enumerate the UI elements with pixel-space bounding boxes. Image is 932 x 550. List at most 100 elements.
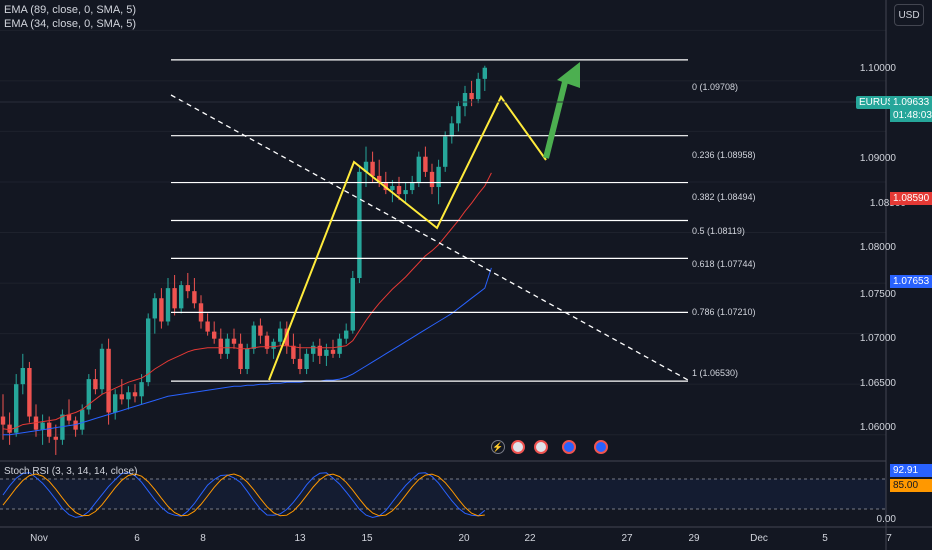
eu-flag-event-icon[interactable]: [594, 440, 608, 454]
candle-body: [443, 136, 448, 167]
candle-body: [53, 436, 58, 440]
candle-body: [456, 106, 461, 124]
candle-body: [40, 422, 45, 430]
candle-body: [20, 368, 25, 385]
candle-body: [238, 343, 243, 370]
candle-body: [350, 278, 355, 331]
candle-body: [139, 382, 144, 397]
candle-body: [60, 414, 65, 440]
price-label: 1.10000: [859, 63, 896, 74]
time-label: 13: [294, 533, 306, 544]
ema-89-legend[interactable]: EMA (89, close, 0, SMA, 5): [4, 4, 137, 16]
candle-body: [482, 67, 487, 79]
candle-body: [377, 175, 382, 182]
time-label: 29: [688, 533, 700, 544]
candle-body: [132, 392, 138, 397]
fib-label: 1 (1.06530): [692, 368, 739, 378]
eu-flag-event-icon[interactable]: [562, 440, 576, 454]
candle-body: [370, 161, 375, 176]
zigzag-projection: [268, 95, 547, 381]
fib-label: 0.618 (1.07744): [692, 259, 756, 269]
time-label: 6: [134, 533, 140, 544]
candle-body: [146, 318, 151, 383]
candle-body: [231, 338, 237, 344]
candle-body: [165, 288, 171, 322]
candle-body: [106, 348, 111, 413]
candle-body: [152, 298, 157, 319]
candle-body: [27, 368, 32, 417]
stoch-d-tag: 85.00: [890, 479, 932, 492]
candle-body: [205, 321, 210, 332]
candle-body: [225, 338, 230, 354]
candle-body: [14, 384, 19, 433]
price-label: 1.06000: [859, 422, 896, 433]
stoch-zero-label: 0.00: [876, 514, 896, 525]
candle-body: [258, 325, 263, 336]
candle-body: [416, 156, 421, 182]
candle-body: [462, 93, 468, 107]
trend-line-dashed: [170, 94, 689, 381]
price-label: 1.06500: [859, 378, 896, 389]
fib-label: 0.382 (1.08494): [692, 192, 756, 202]
ema-34-legend[interactable]: EMA (34, close, 0, SMA, 5): [4, 18, 137, 30]
candle-body: [284, 328, 289, 346]
candle-body: [423, 156, 428, 172]
candle-body: [126, 392, 131, 400]
candle-body: [66, 414, 72, 421]
time-label: 20: [458, 533, 470, 544]
candle-body: [192, 291, 197, 304]
ema-34-line: [2, 172, 492, 431]
time-label: 15: [361, 533, 373, 544]
time-label: 7: [886, 533, 892, 544]
fib-label: 0 (1.09708): [692, 82, 739, 92]
bar-countdown: 01:48:03: [890, 109, 932, 122]
candle-body: [264, 335, 270, 349]
us-flag-event-icon[interactable]: [534, 440, 548, 454]
candle-body: [113, 394, 118, 413]
stoch-rsi-legend[interactable]: Stoch RSI (3, 3, 14, 14, close): [4, 466, 138, 477]
candle-body: [304, 353, 309, 370]
candle-body: [7, 424, 12, 433]
fibonacci-retracement: [171, 59, 688, 382]
time-label: 5: [822, 533, 828, 544]
price-label: 1.08000: [859, 242, 896, 253]
fib-label: 0.5 (1.08119): [692, 226, 745, 236]
candle-body: [80, 409, 85, 430]
time-label: 27: [621, 533, 633, 544]
candle-body: [317, 345, 322, 356]
lightning-icon[interactable]: ⚡: [491, 440, 505, 454]
candle-body: [436, 166, 441, 188]
time-label: Dec: [750, 533, 768, 544]
price-label: 1.07000: [859, 333, 896, 344]
price-label: 1.08500: [869, 198, 906, 209]
candle-body: [449, 123, 454, 137]
us-flag-event-icon[interactable]: [511, 440, 525, 454]
ema-89-line: [3, 267, 492, 436]
candle-body: [159, 298, 164, 322]
price-label: 1.07500: [859, 289, 896, 300]
candle-body: [291, 345, 296, 359]
candle-body: [357, 171, 362, 279]
time-label: 8: [200, 533, 206, 544]
bullish-arrow: [543, 62, 580, 159]
candle-body: [47, 422, 52, 437]
currency-button[interactable]: USD: [894, 4, 924, 26]
candle-body: [212, 331, 217, 339]
fib-label: 0.786 (1.07210): [692, 307, 756, 317]
candle-body: [344, 330, 349, 339]
candle-body: [429, 171, 435, 188]
time-label: Nov: [30, 533, 48, 544]
stoch-band: [0, 479, 886, 509]
candle-body: [324, 349, 329, 356]
candle-body: [251, 325, 256, 349]
candle-body: [311, 345, 316, 354]
candle-body: [119, 394, 124, 400]
candle-body: [93, 379, 98, 390]
candle-body: [330, 349, 336, 354]
candle-body: [297, 358, 303, 370]
candle-body: [337, 338, 342, 354]
fib-label: 0.236 (1.08958): [692, 150, 756, 160]
ema-34-tag: 1.08590: [890, 192, 932, 205]
stoch-k-tag: 92.91: [890, 464, 932, 477]
